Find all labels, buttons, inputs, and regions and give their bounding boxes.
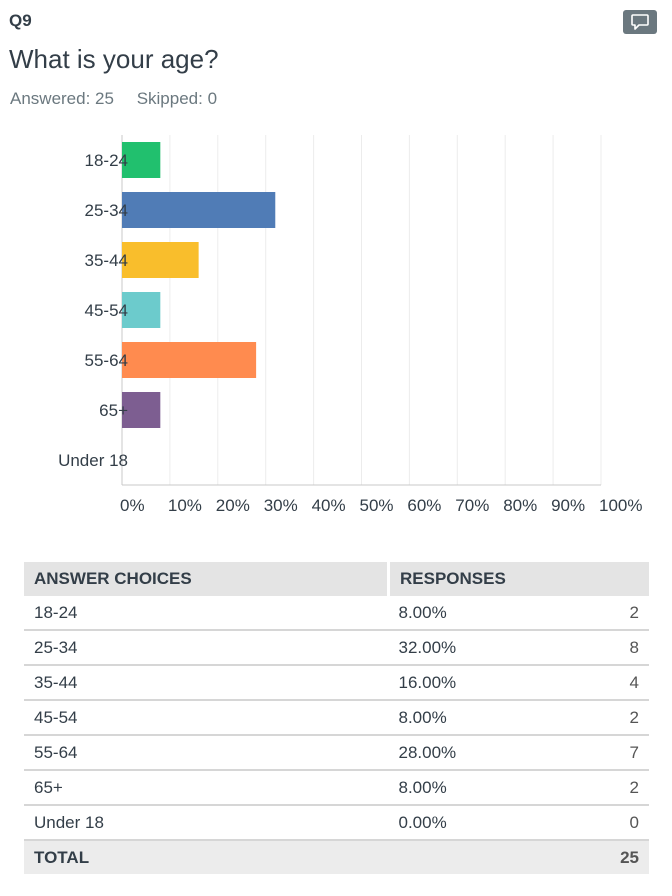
comment-button[interactable]	[623, 10, 657, 34]
x-tick-label: 50%	[360, 496, 394, 515]
row-count: 7	[562, 735, 649, 771]
row-percent: 0.00%	[388, 805, 562, 841]
row-choice: Under 18	[24, 805, 389, 841]
row-choice: 25-34	[24, 630, 389, 666]
x-tick-label: 90%	[551, 496, 585, 515]
bar-55-64[interactable]	[122, 342, 257, 378]
bar-35-44[interactable]	[122, 242, 199, 278]
category-label: 65+	[99, 401, 128, 420]
skipped-count: Skipped: 0	[136, 89, 218, 108]
row-count: 2	[562, 770, 649, 806]
table-header-row: ANSWER CHOICES RESPONSES	[24, 562, 649, 596]
x-tick-label: 10%	[168, 496, 202, 515]
x-tick-label: 30%	[264, 496, 298, 515]
category-label: 25-34	[85, 201, 128, 220]
row-count: 2	[562, 596, 649, 631]
category-label: 18-24	[85, 151, 128, 170]
x-tick-label: 80%	[503, 496, 537, 515]
row-percent: 8.00%	[388, 700, 562, 736]
category-label: 55-64	[85, 351, 128, 370]
row-count: 4	[562, 665, 649, 701]
x-tick-label: 40%	[312, 496, 346, 515]
x-tick-label: 0%	[120, 496, 145, 515]
row-count: 2	[562, 700, 649, 736]
row-percent: 8.00%	[388, 596, 562, 631]
question-title: What is your age?	[9, 44, 219, 74]
answer-choices-header: ANSWER CHOICES	[24, 562, 390, 596]
table-row: 35-44 16.00% 4	[24, 665, 649, 701]
x-tick-label: 60%	[407, 496, 441, 515]
bar-18-24[interactable]	[122, 142, 161, 178]
total-row: TOTAL 25	[24, 840, 649, 874]
row-count: 0	[562, 805, 649, 841]
responses-header: RESPONSES	[388, 562, 649, 596]
age-bar-chart: 18-24 25-34 35-44 45-54 55-64 65+ Under 18 0% 10…	[58, 135, 642, 515]
total-count: 25	[562, 840, 649, 874]
row-choice: 45-54	[24, 700, 389, 736]
x-tick-label: 70%	[455, 496, 489, 515]
responses-table: ANSWER CHOICES RESPONSES 18-24 8.00% 2 2…	[24, 562, 649, 874]
row-percent: 16.00%	[388, 665, 562, 701]
row-count: 8	[562, 630, 649, 666]
table-row: Under 18 0.00% 0	[24, 805, 649, 841]
bar-45-54[interactable]	[122, 292, 161, 328]
row-choice: 55-64	[24, 735, 389, 771]
bar-25-34[interactable]	[122, 192, 276, 228]
table-row: 55-64 28.00% 7	[24, 735, 649, 771]
category-label: 45-54	[85, 301, 128, 320]
row-choice: 65+	[24, 770, 389, 806]
bar-65+[interactable]	[122, 392, 161, 428]
total-spacer	[388, 840, 562, 874]
question-stats: Answered: 25 Skipped: 0	[10, 89, 235, 109]
question-number: Q9	[9, 11, 32, 30]
category-label: 35-44	[85, 251, 128, 270]
table-row: 25-34 32.00% 8	[24, 630, 649, 666]
table-row: 18-24 8.00% 2	[24, 596, 649, 631]
speech-bubble-icon	[631, 14, 649, 30]
row-choice: 18-24	[24, 596, 389, 631]
total-label: TOTAL	[24, 840, 389, 874]
table-row: 45-54 8.00% 2	[24, 700, 649, 736]
table-row: 65+ 8.00% 2	[24, 770, 649, 806]
x-tick-label: 20%	[216, 496, 250, 515]
answered-count: Answered: 25	[10, 89, 114, 108]
category-label: Under 18	[58, 451, 128, 470]
row-percent: 8.00%	[388, 770, 562, 806]
row-percent: 28.00%	[388, 735, 562, 771]
row-choice: 35-44	[24, 665, 389, 701]
row-percent: 32.00%	[388, 630, 562, 666]
x-tick-label: 100%	[599, 496, 642, 515]
